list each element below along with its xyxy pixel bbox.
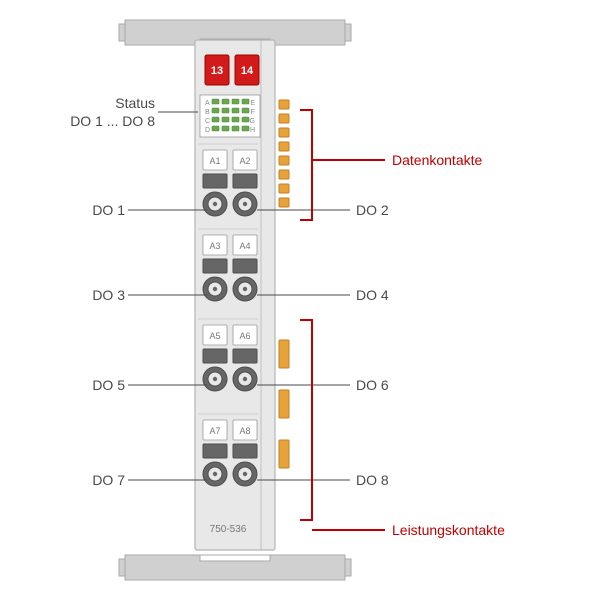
status-led [232, 108, 239, 113]
do-label: DO 2 [356, 202, 389, 218]
channel-marker-text: A4 [239, 241, 250, 251]
clamp-actuator [233, 444, 257, 458]
status-led [212, 108, 219, 113]
data-contact [279, 128, 289, 137]
led-row-label: F [251, 109, 255, 116]
clamp-actuator [233, 259, 257, 273]
status-led [242, 117, 249, 122]
channel-marker-text: A2 [239, 156, 250, 166]
status-led [232, 117, 239, 122]
data-contact [279, 114, 289, 123]
data-contact [279, 156, 289, 165]
do-label: DO 4 [356, 287, 389, 303]
module-diagram: 13 14 A E B F C G D H A1 A2 A3 A4 A5 A6 A7 A8 750-536 Statu… [0, 0, 600, 600]
do-label: DO 6 [356, 377, 389, 393]
status-led [222, 126, 229, 131]
status-led [212, 126, 219, 131]
part-number: 750-536 [210, 524, 247, 535]
release-tab-label: 14 [241, 65, 254, 77]
led-row-label: C [205, 118, 210, 125]
status-label: Status [115, 95, 155, 111]
data-contact [279, 198, 289, 207]
channel-marker-text: A1 [209, 156, 220, 166]
clamp-actuator [233, 174, 257, 188]
data-contact [279, 170, 289, 179]
bracket-power-contacts [300, 320, 312, 520]
bracket-data-contacts [300, 110, 312, 220]
channel-marker-text: A8 [239, 426, 250, 436]
power-contact [279, 340, 289, 368]
led-row-label: D [205, 127, 210, 134]
status-led [242, 99, 249, 104]
datenkontakte-label: Datenkontakte [392, 152, 482, 168]
release-tab-label: 13 [211, 65, 223, 77]
status-led [232, 126, 239, 131]
channel-marker-text: A7 [209, 426, 220, 436]
do-label: DO 8 [356, 472, 389, 488]
power-contact [279, 440, 289, 468]
data-contact [279, 100, 289, 109]
channel-marker-text: A5 [209, 331, 220, 341]
status-led [232, 99, 239, 104]
clamp-actuator [203, 174, 227, 188]
status-led [222, 108, 229, 113]
power-contact [279, 390, 289, 418]
led-row-label: E [250, 100, 255, 107]
do-label: DO 5 [92, 377, 125, 393]
leistungskontakte-label: Leistungskontakte [392, 522, 505, 538]
status-led [242, 108, 249, 113]
clamp-actuator [203, 349, 227, 363]
led-row-label: A [205, 100, 210, 107]
clamp-actuator [233, 349, 257, 363]
channel-marker-text: A6 [239, 331, 250, 341]
status-range-label: DO 1 ... DO 8 [70, 113, 155, 129]
status-led [212, 99, 219, 104]
clamp-actuator [203, 444, 227, 458]
do-label: DO 3 [92, 287, 125, 303]
do-label: DO 1 [92, 202, 125, 218]
clamp-actuator [203, 259, 227, 273]
data-contact [279, 184, 289, 193]
status-led [212, 117, 219, 122]
do-label: DO 7 [92, 472, 125, 488]
status-led [242, 126, 249, 131]
channel-marker-text: A3 [209, 241, 220, 251]
data-contact [279, 142, 289, 151]
led-row-label: G [250, 118, 255, 125]
status-led [222, 117, 229, 122]
led-row-label: B [205, 109, 210, 116]
led-row-label: H [250, 127, 255, 134]
status-led [222, 99, 229, 104]
